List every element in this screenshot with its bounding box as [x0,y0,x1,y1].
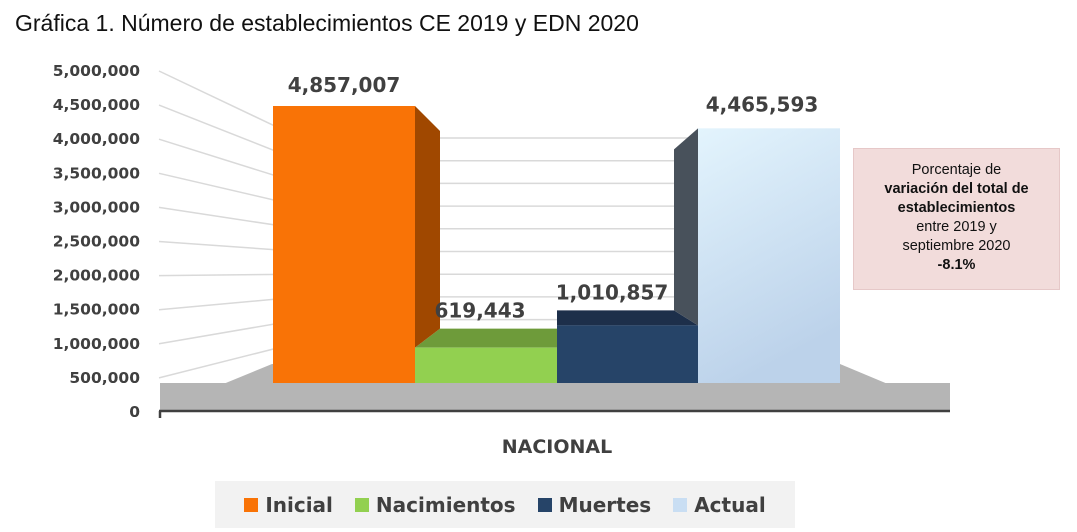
y-tick-label: 1,500,000 [53,301,140,319]
bar-nacimientos [415,347,557,383]
note-line: entre 2019 y [916,219,997,235]
bar-inicial-side [415,106,440,348]
legend-label: Inicial [265,492,333,517]
variation-note-box: Porcentaje de variación del total de est… [853,148,1060,290]
note-bold-line: variación del total de [884,181,1029,197]
legend-item-muertes: Muertes [537,492,652,517]
floor-front [160,383,950,410]
legend-swatch [354,497,369,512]
y-tick-label: 2,500,000 [53,233,140,251]
y-tick-label: 0 [129,403,140,421]
legend: Inicial Nacimientos Muertes Actual [215,481,795,528]
legend-label: Nacimientos [375,492,516,517]
note-value: -8.1% [937,257,976,273]
y-tick-label: 3,000,000 [53,198,140,216]
bar-muertes [557,325,698,383]
data-label-inicial: 4,857,007 [288,73,401,97]
data-label-nacimientos: 619,443 [434,299,525,323]
bar-inicial [273,106,415,383]
data-label-muertes: 1,010,857 [556,280,669,304]
note-line: septiembre 2020 [902,238,1011,254]
bar-actual-side [674,128,698,326]
y-tick-label: 2,000,000 [53,267,140,285]
legend-item-nacimientos: Nacimientos [354,492,516,517]
note-line: Porcentaje de [911,162,1002,178]
y-tick-label: 3,500,000 [53,164,140,182]
bar-actual [698,128,840,383]
legend-swatch [244,497,259,512]
chart-title: Gráfica 1. Número de establecimientos CE… [15,10,639,36]
legend-swatch [673,497,688,512]
y-tick-label: 4,000,000 [53,130,140,148]
y-tick-label: 4,500,000 [53,96,140,114]
bar-nacimientos-top [415,328,557,348]
legend-label: Muertes [558,492,652,517]
legend-label: Actual [694,492,766,517]
legend-item-inicial: Inicial [244,493,333,517]
note-bold-line: establecimientos [897,200,1016,216]
bar-muertes-top [557,310,698,326]
y-tick-label: 1,000,000 [53,335,140,353]
legend-item-actual: Actual [673,492,766,517]
y-tick-label: 5,000,000 [53,62,140,80]
data-label-actual: 4,465,593 [706,92,819,116]
y-tick-label: 500,000 [69,369,140,387]
x-category-label: NACIONAL [502,436,612,458]
legend-swatch [537,497,552,512]
